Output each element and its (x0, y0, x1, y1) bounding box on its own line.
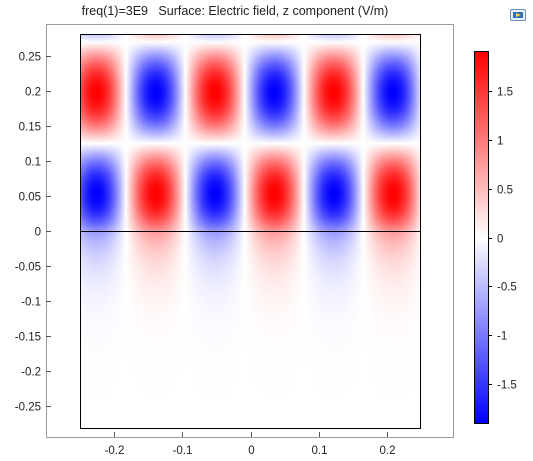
y-axis: 0.25 0.2 0.15 0.1 0.05 0 -0.05 -0.1 -0.15 -0.2 -0.… (15, 52, 51, 414)
colorbar-ticks: 1.5 1 0.5 0 -0.5 -1 -1.5 (488, 87, 517, 392)
x-tick-label: -0.2 (105, 445, 125, 457)
x-tick-label: 0 (248, 445, 254, 457)
y-tick-label: -0.25 (15, 402, 41, 414)
y-tick-label: 0.15 (19, 122, 41, 134)
y-tick-label: -0.2 (21, 367, 41, 379)
colorbar-tick-label: -1.5 (497, 380, 517, 392)
colorbar-tick-label: 0.5 (497, 185, 513, 197)
y-tick-label: 0.1 (25, 157, 41, 169)
colorbar-tick-label: 1.5 (497, 87, 513, 99)
x-axis: -0.2 -0.1 0 0.1 0.2 (105, 432, 396, 457)
y-tick-label: 0 (35, 227, 41, 239)
colorbar (474, 51, 489, 424)
y-tick-label: 0.05 (19, 192, 41, 204)
y-tick-label: -0.15 (15, 332, 41, 344)
x-tick-label: -0.1 (173, 445, 193, 457)
x-tick-label: 0.1 (312, 445, 328, 457)
x-tick-label: 0.2 (380, 445, 396, 457)
y-tick-label: -0.1 (21, 297, 41, 309)
colorbar-tick-label: -0.5 (497, 282, 517, 294)
y-tick-label: 0.25 (19, 52, 41, 64)
y-tick-label: 0.2 (25, 87, 41, 99)
colorbar-tick-label: 0 (497, 234, 503, 246)
image-export-icon[interactable] (510, 8, 526, 22)
colorbar-tick-label: -1 (497, 331, 507, 343)
plot-title: freq(1)=3E9 Surface: Electric field, z c… (81, 4, 389, 18)
colorbar-tick-label: 1 (497, 136, 503, 148)
y-tick-label: -0.05 (15, 262, 41, 274)
